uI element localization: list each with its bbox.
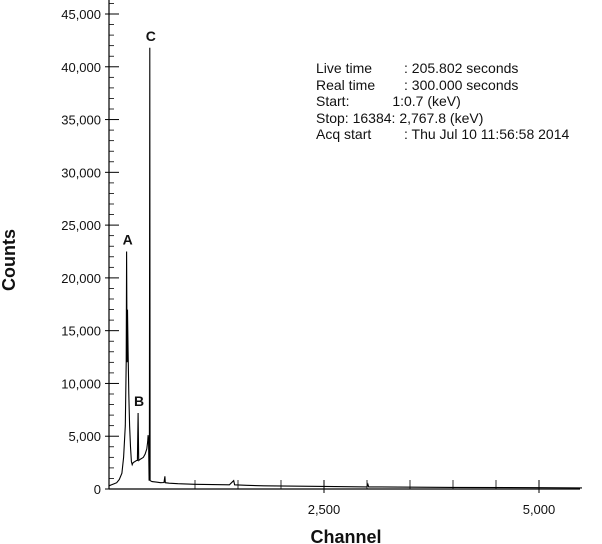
- acquisition-info-panel: Live time : 205.802 seconds Real time : …: [316, 60, 569, 143]
- start-value: 0.7 (keV): [404, 93, 461, 109]
- y-tick-label: 20,000: [61, 271, 101, 286]
- real-time-label: Real time: [316, 76, 376, 93]
- x-tick-label: 5,000: [523, 502, 556, 517]
- y-tick-label: 15,000: [61, 324, 101, 339]
- y-tick-label: 45,000: [61, 7, 101, 22]
- acq-start-value: : Thu Jul 10 11:56:58 2014: [404, 126, 570, 142]
- axes: 0 5,000 10,000 15,000 20,000 25,000 30,000 35,0…: [61, 0, 580, 517]
- y-tick-label: 35,000: [61, 113, 101, 128]
- live-time-label: Live time: [316, 60, 373, 76]
- start-label: Start:: [316, 93, 350, 109]
- info-row-live-time: Live time : 205.802 seconds: [316, 60, 569, 77]
- tick-layer: [105, 3, 540, 493]
- y-axis-title: Counts: [0, 229, 19, 291]
- y-tick-label: 5,000: [68, 429, 101, 444]
- peak-label-b: B: [134, 393, 144, 409]
- real-time-value: : 300.000 seconds: [404, 76, 519, 93]
- y-tick-label: 30,000: [61, 165, 101, 180]
- info-row-start: Start: 1: 0.7 (keV): [316, 93, 569, 110]
- info-row-real-time: Real time : 300.000 seconds: [316, 77, 569, 94]
- x-axis-title: Channel: [310, 527, 381, 544]
- spectrum-line: [108, 47, 583, 489]
- y-tick-label: 25,000: [61, 218, 101, 233]
- y-tick-label: 10,000: [61, 376, 101, 391]
- acq-start-label: Acq start: [316, 126, 372, 142]
- y-tick-label: 0: [94, 482, 101, 497]
- stop-value: 2,767.8 (keV): [399, 109, 484, 126]
- stop-channel: 16384:: [352, 109, 396, 126]
- live-time-value: : 205.802 seconds: [404, 60, 519, 76]
- info-row-stop: Stop: 16384: 2,767.8 (keV): [316, 110, 569, 127]
- peak-label-a: A: [123, 232, 133, 248]
- peak-annotations: A B C: [123, 28, 156, 409]
- y-tick-label: 40,000: [61, 60, 101, 75]
- series-layer: [108, 47, 583, 489]
- x-tick-label: 2,500: [308, 502, 341, 517]
- start-channel: 1:: [392, 93, 404, 109]
- peak-label-c: C: [146, 28, 156, 44]
- stop-label: Stop:: [316, 109, 349, 126]
- info-row-acq-start: Acq start : Thu Jul 10 11:56:58 2014: [316, 126, 569, 143]
